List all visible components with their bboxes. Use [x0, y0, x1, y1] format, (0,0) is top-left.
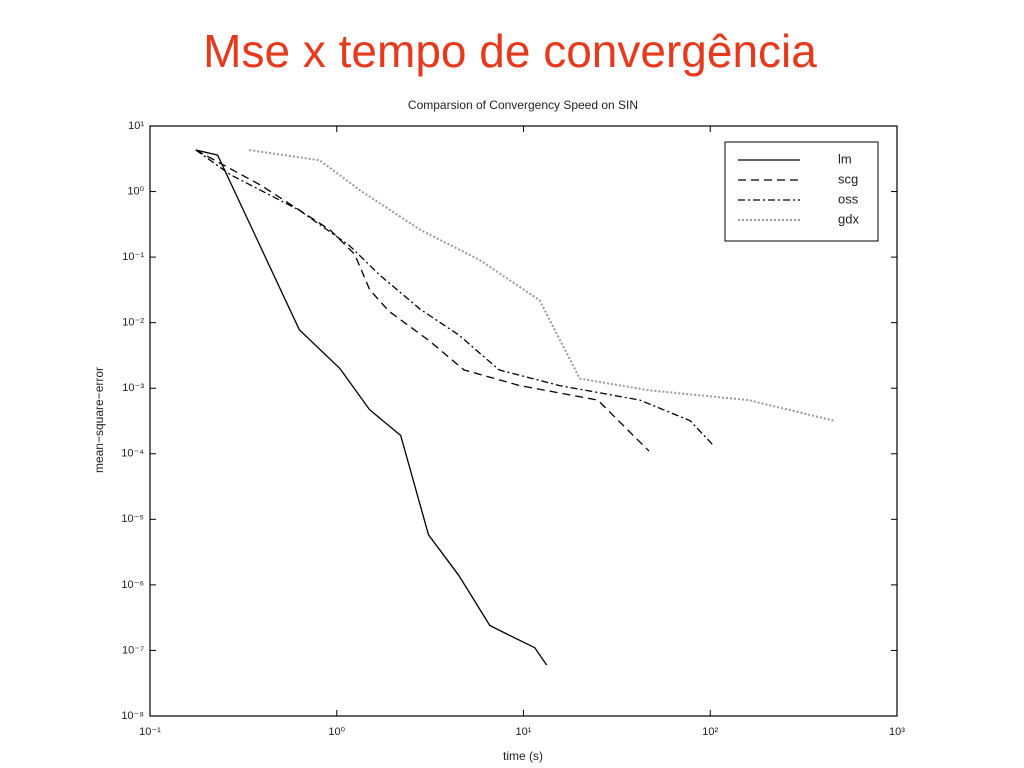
- legend-box: [724, 141, 879, 242]
- y-tick-label: 10¹: [128, 120, 144, 132]
- x-tick-label: 10³: [889, 726, 905, 738]
- x-tick-label: 10⁻¹: [139, 726, 161, 738]
- series-line: [195, 149, 715, 447]
- legend-label: lm: [838, 151, 852, 166]
- y-tick-label: 10⁻⁸: [121, 710, 144, 722]
- slide-title: Mse x tempo de convergência: [203, 25, 817, 77]
- chart-title: Comparsion of Convergency Speed on SIN: [408, 98, 638, 112]
- series-line: [195, 149, 548, 666]
- y-tick-label: 10⁻¹: [122, 251, 144, 263]
- x-tick-label: 10¹: [516, 726, 532, 738]
- y-tick-label: 10⁻⁵: [121, 513, 144, 525]
- y-tick-label: 10⁻³: [122, 382, 144, 394]
- legend-label: gdx: [838, 211, 859, 226]
- y-tick-label: 10⁻⁴: [121, 448, 144, 460]
- y-tick-label: 10⁻²: [122, 317, 144, 329]
- y-tick-label: 10⁰: [127, 185, 144, 197]
- series-line: [249, 149, 835, 422]
- y-tick-label: 10⁻⁷: [122, 644, 144, 656]
- legend-label: oss: [838, 191, 859, 206]
- y-tick-label: 10⁻⁶: [121, 579, 144, 591]
- x-tick-label: 10⁰: [328, 726, 345, 738]
- legend-label: scg: [838, 171, 858, 186]
- x-axis-label: time (s): [503, 749, 543, 763]
- x-tick-label: 10²: [702, 726, 718, 738]
- y-axis-label: mean−square−error: [92, 367, 106, 473]
